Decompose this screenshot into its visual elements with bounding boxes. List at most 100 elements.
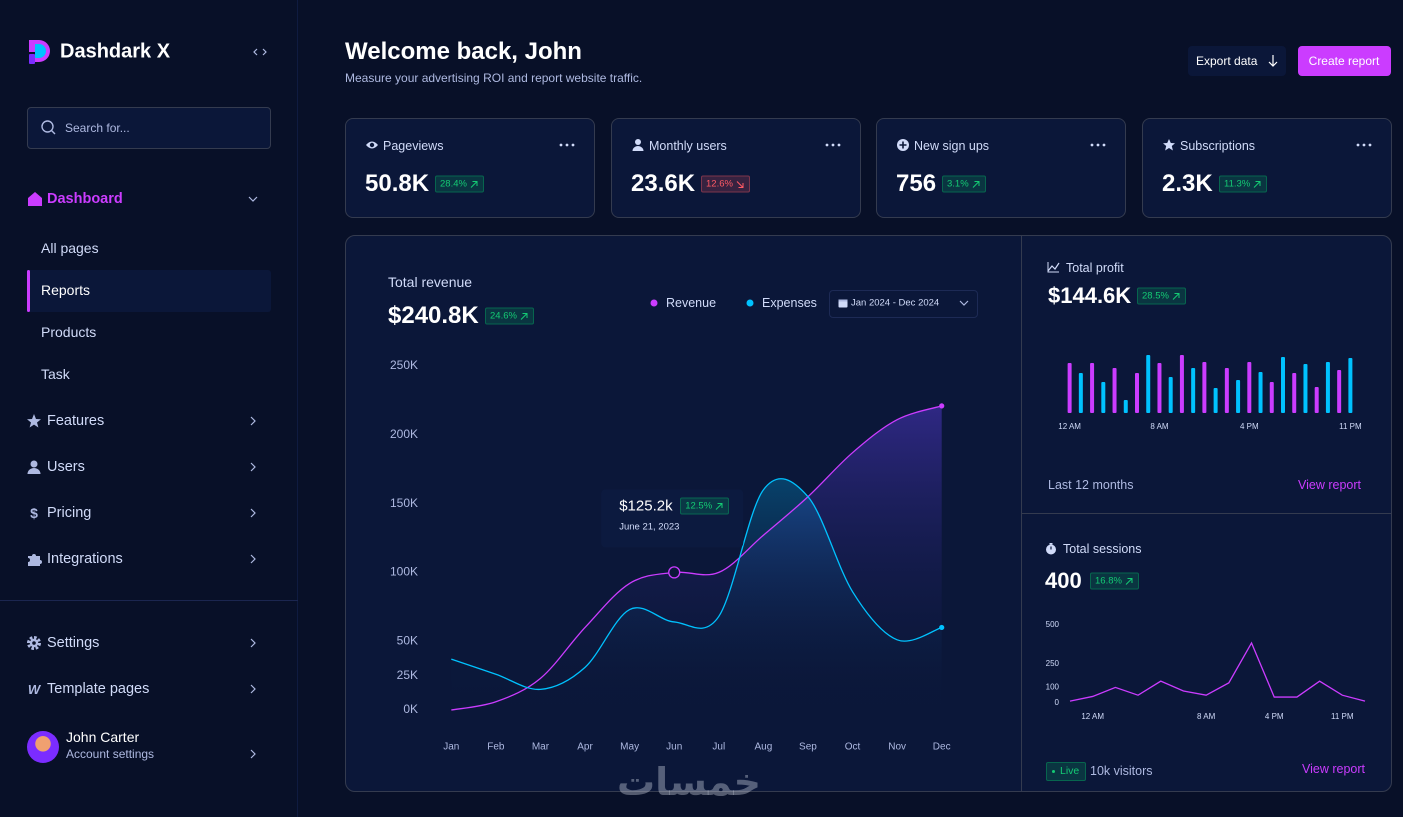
stat-card [876,118,1126,218]
nav-item[interactable]: Pricing [47,505,92,521]
visitors: 10k visitors [1090,764,1153,778]
trend-arrow [715,502,723,510]
legend-label: Expenses [762,296,817,310]
bar [1135,373,1139,413]
stat-icon [897,139,909,151]
bar [1236,380,1241,413]
nav-item[interactable]: Users [47,459,85,475]
view-report-link[interactable]: View report [1298,478,1361,492]
x-tick-label: 8 AM [1150,422,1169,431]
date-picker[interactable] [829,290,978,318]
y-tick-label: 0 [1055,698,1060,707]
collapse-toggle[interactable] [251,45,269,59]
stat-value: 23.6K [631,170,696,197]
chevron [959,300,969,306]
nav-icon [27,414,41,428]
search-box[interactable] [27,107,271,149]
user-name: John Carter [66,729,140,745]
bar [1303,364,1308,413]
sub-nav-item[interactable]: Reports [41,282,91,298]
stat-card [345,118,595,218]
nav-item[interactable]: Dashboard [47,191,123,207]
change-badge: 3.1% [942,175,986,193]
stat-label: Pageviews [383,139,444,153]
trend-arrow [1253,180,1261,188]
x-tick-label: Aug [754,742,772,753]
x-tick-label: Mar [532,742,550,753]
trend-arrow [1172,292,1180,300]
tooltip-date: June 21, 2023 [619,521,680,533]
create-report-button[interactable] [1298,46,1391,76]
nav-icon [27,636,41,650]
nav-icon: $ [30,505,38,521]
legend-marker [746,299,754,307]
account-settings[interactable]: Account settings [66,747,155,761]
chart-title: Total revenue [388,274,473,290]
stat-value: 2.3K [1162,170,1213,197]
nav-item[interactable]: Settings [47,635,100,651]
stat-icon [1163,139,1175,151]
chevron [250,416,256,426]
x-tick-label: Oct [845,742,861,753]
chevron [250,638,256,648]
chart-footer: Last 12 months [1048,478,1134,492]
export-button[interactable] [1188,46,1286,76]
change-badge: 11.3% [1219,175,1268,193]
bar [1292,373,1297,413]
area [451,478,942,710]
y-tick-label: 100 [1046,683,1060,692]
x-tick-label: 11 PM [1339,422,1362,431]
view-report-link[interactable]: View report [1302,762,1365,776]
more-menu [559,143,575,147]
sub-nav-item[interactable]: All pages [41,240,99,256]
x-tick-label: 12 AM [1081,712,1104,721]
x-tick-label: 11 PM [1331,712,1354,721]
x-tick-label: Nov [888,742,906,753]
chart-total: $144.6K [1048,283,1132,308]
sub-nav-item[interactable]: Task [41,366,70,382]
bar [1179,355,1184,413]
create-label[interactable]: Create report [1308,54,1380,68]
bar [1157,363,1162,413]
x-tick-label: Jun [666,742,682,753]
line [1069,641,1366,702]
y-tick-label: 100K [390,565,418,579]
x-tick-label: Feb [487,742,505,753]
date-range[interactable]: Jan 2024 - Dec 2024 [851,297,940,309]
change-badge: 28.4% [435,175,484,193]
stat-value: 50.8K [365,170,430,197]
search-placeholder: Search for... [65,121,130,135]
brand: Dashdark X [60,40,171,63]
bar [1281,357,1285,413]
bar [1224,368,1229,413]
y-tick-label: 250K [390,358,418,372]
sub-nav-item[interactable]: Products [41,324,97,340]
chevron [250,508,256,518]
export-label[interactable]: Export data [1196,54,1258,68]
more-menu [1090,143,1106,147]
chevron [250,749,256,759]
status-badge: Live [1046,762,1087,781]
stat-card [1142,118,1392,218]
nav-item[interactable]: Integrations [47,551,123,567]
highlight-point [668,566,681,579]
tooltip [601,489,744,548]
bar [1078,373,1083,413]
change-badge: 12.5% [680,497,730,515]
bar [1168,377,1173,413]
trend-arrow [972,180,980,188]
end-point [939,403,945,409]
chevron [250,554,256,564]
y-tick-label: 200K [390,427,418,441]
bar [1247,362,1252,413]
active-item-bar [27,270,30,312]
x-tick-label: Jan [443,742,459,753]
y-tick-label: 25K [397,668,418,682]
nav-item[interactable]: Features [47,413,105,429]
bar [1146,355,1151,413]
calendar-icon [838,299,848,308]
nav-item[interactable]: Template pages [47,681,150,697]
